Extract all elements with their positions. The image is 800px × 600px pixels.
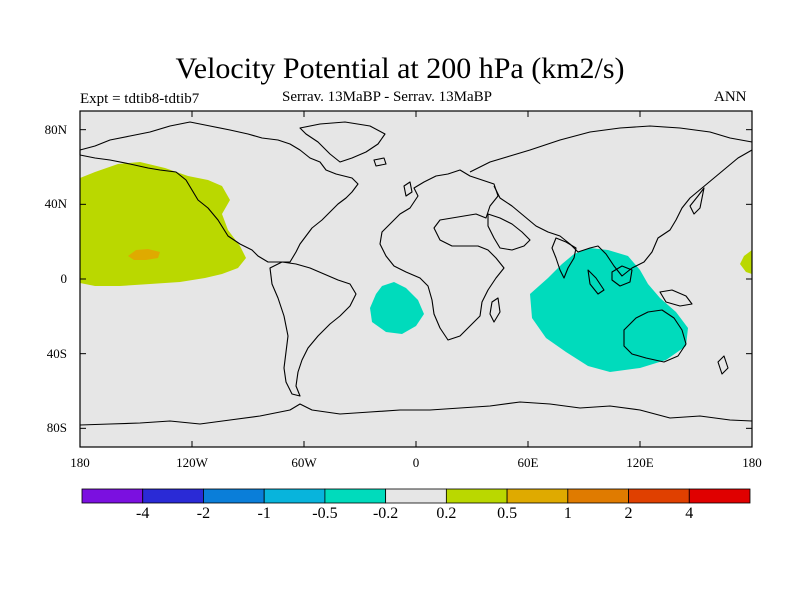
colorbar-swatch [506,488,569,504]
lon-tick-label: 60W [291,455,317,470]
period-label: Serrav. 13MaBP - Serrav. 13MaBP [282,89,492,105]
colorbar-label: -4 [136,505,150,522]
field-layer [80,162,752,372]
europe-africa-coast [379,169,505,341]
lon-tick-label: 60E [517,455,539,470]
colorbar-swatch [688,488,751,504]
positive-anomaly-core [128,249,160,260]
colorbar-swatch [628,488,690,504]
australia-coast [623,309,687,363]
negative-anomaly-indian-ocean [530,248,688,372]
colorbar-label: -0.2 [372,505,399,522]
asia-coast [469,125,753,173]
lon-tick-label: 180 [742,455,762,470]
india-coast [551,237,577,279]
colorbar-swatch [81,488,144,504]
arabia-coast [487,213,531,251]
colorbar-label: 4 [685,505,694,522]
colorbar-swatch [142,488,204,504]
lon-tick-label: 120E [626,455,654,470]
sumatra-coast [587,269,605,295]
lon-tick-label: 0 [412,455,420,470]
lat-tick-label: 40N [44,196,67,212]
colorbar-swatch [203,488,265,504]
lat-tick-label: 80S [46,420,67,436]
antarctica-coast [79,401,753,426]
colorbar-swatch [324,488,387,504]
positive-anomaly-date-line [740,250,752,274]
lon-tick-label: 120W [176,455,208,470]
new-zealand-coast [717,355,729,375]
colorbar-swatch [445,488,508,504]
lat-tick-label: 80N [44,121,67,137]
colorbar [81,488,751,504]
asia-east-coast [493,149,753,277]
colorbar-label: 0.2 [436,505,457,522]
british-isles-coast [403,181,413,197]
iceland-coast [373,157,387,167]
colorbar-label: 1 [563,505,572,522]
colorbar-label: 2 [624,505,633,522]
new-guinea-coast [659,289,693,307]
colorbar-label: -1 [257,505,271,522]
japan-coast [689,187,705,215]
madagascar-coast [489,297,501,323]
experiment-label: Expt = tdtib8-tdtib7 [80,91,200,107]
season-label: ANN [714,89,747,105]
colorbar-swatch [385,488,447,504]
positive-anomaly-northeast-pacific [80,162,246,286]
plot-title: Velocity Potential at 200 hPa (km2/s) [175,52,625,85]
colorbar-label: 0.5 [497,505,518,522]
colorbar-swatch [263,488,326,504]
coastlines [79,121,753,426]
lat-tick-label: 0 [60,271,68,286]
lon-tick-label: 180 [70,455,90,470]
south-america-coast [269,261,357,397]
negative-anomaly-south-atlantic [370,282,424,334]
borneo-coast [611,265,633,287]
greenland-coast [299,121,386,163]
colorbar-label: -0.5 [312,505,338,522]
axis-ticks [79,111,753,447]
lat-tick-label: 40S [46,345,67,361]
colorbar-swatch [567,488,629,504]
colorbar-label: -2 [196,505,211,522]
north-america-coast [79,121,359,263]
